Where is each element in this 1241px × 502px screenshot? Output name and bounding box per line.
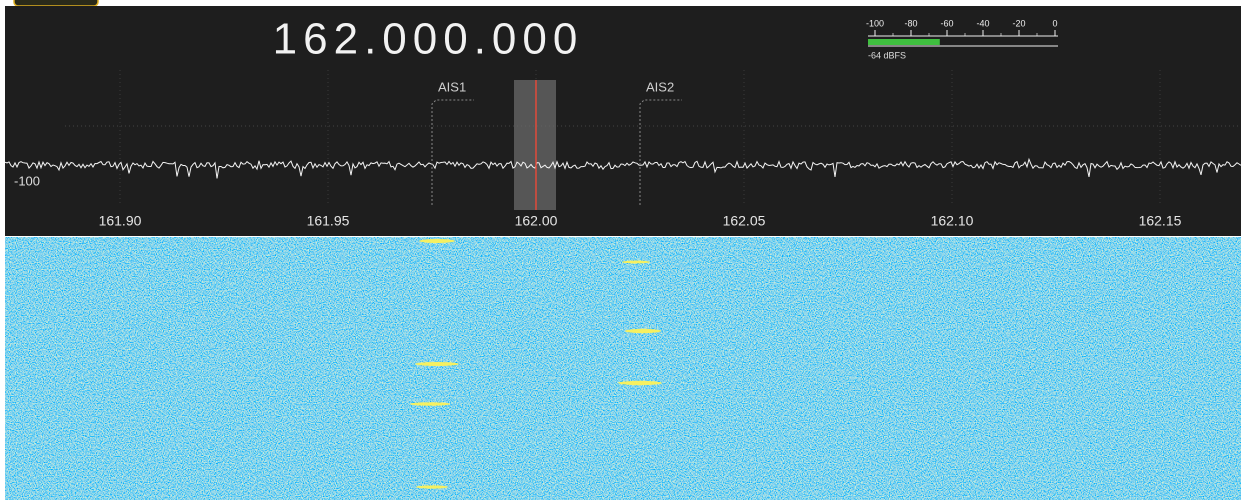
meter-tick-label: -100 — [866, 18, 884, 28]
burst — [416, 485, 448, 488]
waterfall-noise — [5, 237, 1241, 500]
menu-tab[interactable] — [14, 0, 98, 6]
freq-tick-label: 161.90 — [99, 213, 142, 229]
spectrum-panel — [5, 6, 1241, 236]
freq-tick-label: 162.15 — [1139, 213, 1182, 229]
meter-tick-label: -40 — [976, 18, 989, 28]
freq-tick-label: 161.95 — [307, 213, 350, 229]
waterfall — [5, 237, 1241, 500]
burst — [618, 381, 662, 385]
meter-tick-label: -20 — [1012, 18, 1025, 28]
tuned-band[interactable] — [514, 80, 556, 210]
marker-label: AIS1 — [438, 79, 466, 94]
frequency-display[interactable]: 162.000.000 — [273, 15, 584, 64]
freq-tick-label: 162.05 — [723, 213, 766, 229]
marker-label: AIS2 — [646, 79, 674, 94]
burst — [625, 329, 661, 333]
meter-value-label: -64 dBFS — [868, 50, 906, 60]
burst — [410, 402, 450, 406]
meter-tick-label: -60 — [940, 18, 953, 28]
burst — [622, 261, 650, 264]
page: 162.000.000 -100 161.90 161.95 162.00 162.0… — [0, 0, 1241, 502]
meter-tick-label: -80 — [904, 18, 917, 28]
level-label: -100 — [14, 173, 40, 188]
meter-level-bar — [868, 39, 940, 45]
freq-tick-label: 162.10 — [931, 213, 974, 229]
burst — [415, 362, 459, 366]
meter-tick-label: 0 — [1052, 18, 1057, 28]
freq-tick-label: 162.00 — [515, 213, 558, 229]
sdr-view: 162.000.000 -100 161.90 161.95 162.00 162.0… — [0, 0, 1241, 502]
burst — [419, 239, 455, 243]
